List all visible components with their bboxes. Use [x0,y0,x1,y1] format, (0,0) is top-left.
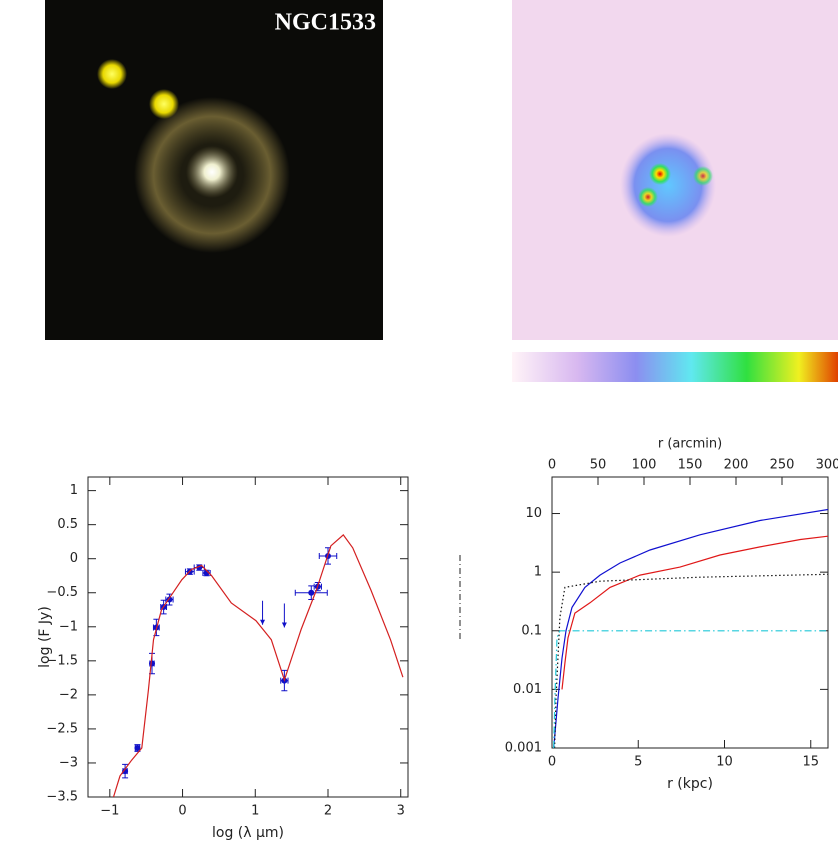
y-tick-label: −1.5 [46,653,78,668]
y-tick-label: −2.5 [46,721,78,736]
series-line [561,535,828,690]
y-tick-label: 0.5 [57,517,78,532]
series-line [553,508,828,748]
x-axis-label: r (kpc) [667,776,713,792]
y-tick-label: −3.5 [46,790,78,805]
plot-area [112,534,404,797]
x-tick-label: 5 [634,755,642,770]
y-tick-label: 10 [525,506,542,521]
image-label: NGC1533 [275,10,376,36]
series-line [553,630,828,748]
data-point [149,660,155,667]
data-point [134,744,141,751]
x-tick-label: 10 [716,755,733,770]
series-line [112,534,404,797]
x2-tick-label: 100 [632,458,657,473]
y-tick-label: 1 [534,565,542,580]
plot-frame [551,476,829,749]
x-tick-label: 1 [251,804,259,819]
arrow-head [281,622,287,628]
x2-tick-label: 50 [590,458,607,473]
x-tick-label: 3 [397,804,405,819]
y-tick-label: −2 [59,687,78,702]
y-tick-label: −3 [59,755,78,770]
x2-tick-label: 300 [816,458,838,473]
x-tick-label: 15 [802,755,819,770]
series-line [554,573,828,748]
y-tick-label: −1 [59,619,78,634]
x-tick-label: 2 [324,804,332,819]
x-tick-label: 0 [178,804,186,819]
y-tick-label: 0 [70,551,78,566]
x-tick-label: 0 [548,755,556,770]
x2-axis-label: r (arcmin) [658,437,722,452]
y-tick-label: −0.5 [46,585,78,600]
y-tick-label: 0.01 [513,682,542,697]
plot-area [553,508,828,748]
y-tick-label: 0.001 [505,741,542,756]
x2-tick-label: 250 [770,458,795,473]
x-tick-label: −1 [100,804,119,819]
x-axis-label: log (λ μm) [212,825,284,841]
y-axis-label: log (F Jy) [37,606,53,668]
plot-frame [87,476,409,798]
x2-tick-label: 150 [678,458,703,473]
x2-tick-label: 200 [724,458,749,473]
arrow-head [260,619,266,625]
data-point [122,768,129,775]
chart: −1 0 1 2 3 −3.5 −3 −2.5 −2 −1.5 −1 −0.5 0 0.5 1 log (λ … [37,476,409,841]
y-tick-label: 1 [70,483,78,498]
optical-image: NGC1533 [45,0,383,340]
x2-tick-label: 0 [548,458,556,473]
hi-map [512,0,838,382]
y-tick-label: 0.1 [521,623,542,638]
data-point [308,589,315,596]
